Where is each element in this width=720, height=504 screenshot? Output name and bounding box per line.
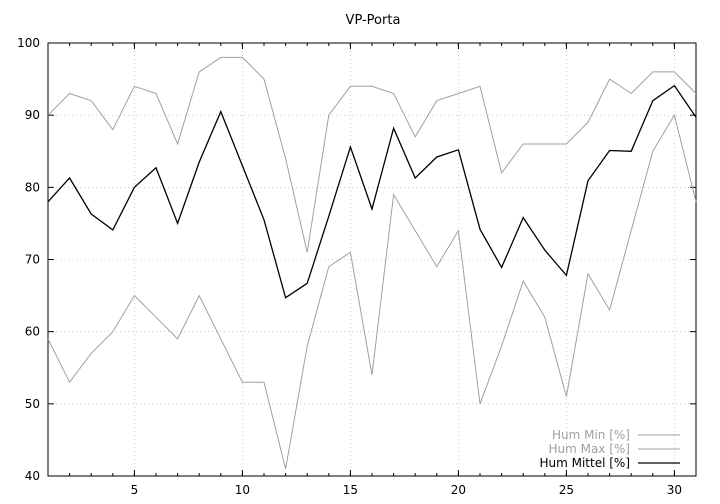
x-tick-label: 20 [451,483,466,497]
y-tick-label: 60 [25,325,40,339]
legend-label-1: Hum Max [%] [548,442,630,456]
axis-ticks: 40 50 60 70 80 90 100 5 10 15 20 25 30 [17,36,696,497]
x-tick-label: 25 [559,483,574,497]
x-tick-label: 10 [235,483,250,497]
series-line-0 [47,113,697,469]
series-line-1 [47,56,697,253]
y-tick-label: 90 [25,108,40,122]
x-tick-label: 30 [667,483,682,497]
x-tick-label: 15 [343,483,358,497]
y-tick-label: 100 [17,36,40,50]
chart-title: VP-Porta [346,13,401,28]
y-tick-label: 80 [25,180,40,194]
y-tick-label: 50 [25,397,40,411]
grid-lines [48,43,696,476]
y-tick-label: 40 [25,469,40,483]
series-lines [47,56,697,469]
series-line-2 [47,84,697,299]
x-tick-label: 5 [131,483,139,497]
legend: Hum Min [%]Hum Max [%]Hum Mittel [%] [539,428,680,470]
legend-label-2: Hum Mittel [%] [539,456,630,470]
y-tick-label: 70 [25,253,40,267]
legend-label-0: Hum Min [%] [552,428,630,442]
